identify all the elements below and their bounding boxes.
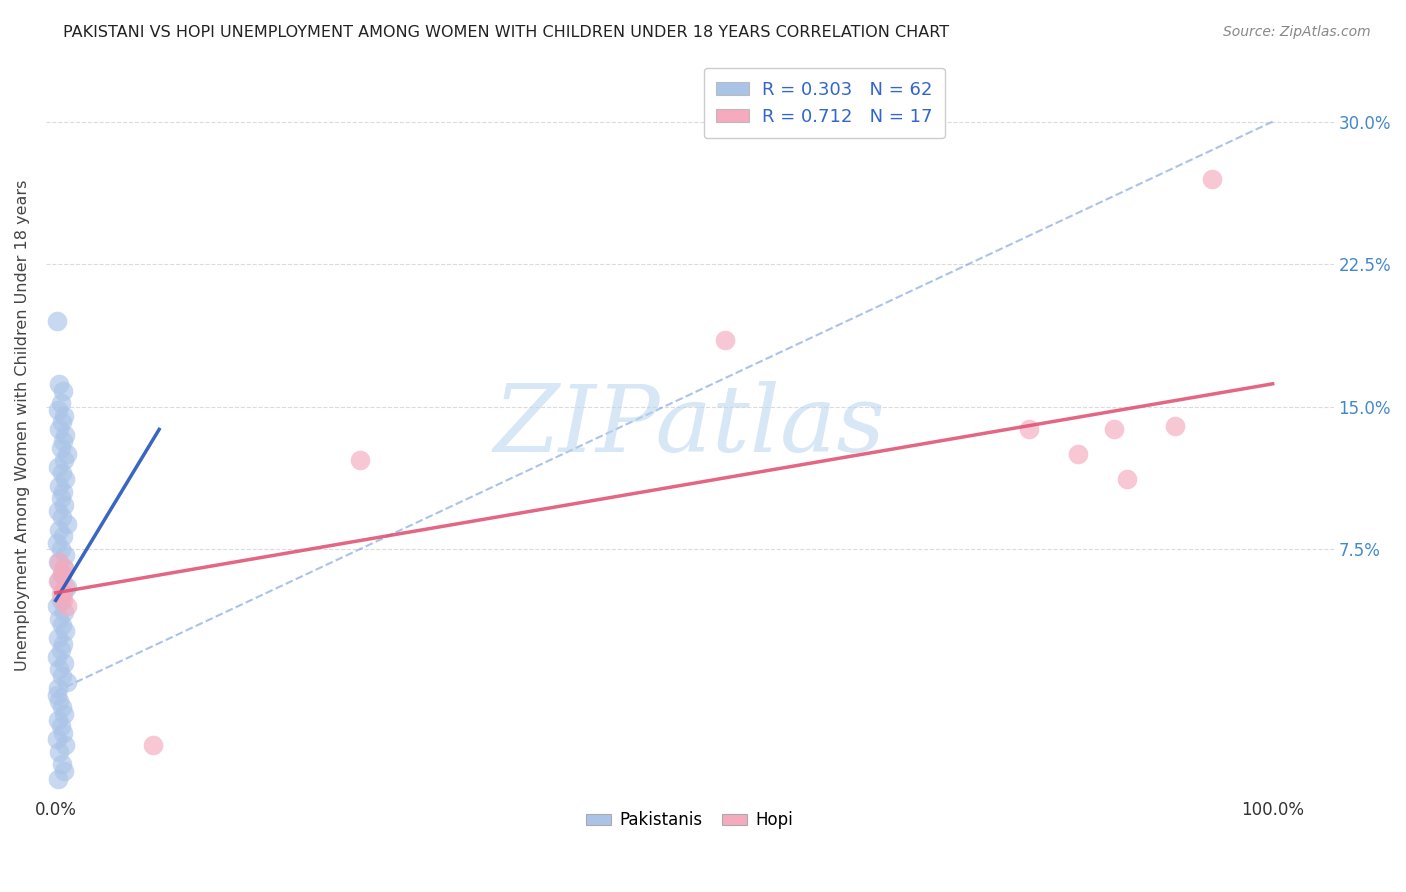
Point xyxy=(48,422,70,436)
Point xyxy=(49,593,72,607)
Point xyxy=(51,415,73,429)
Point xyxy=(49,542,72,557)
Point xyxy=(53,605,76,619)
Point xyxy=(49,586,72,600)
Point xyxy=(53,452,76,467)
Point xyxy=(46,772,69,786)
Point xyxy=(51,466,73,480)
Point xyxy=(55,624,77,638)
Point xyxy=(48,662,70,676)
Point xyxy=(55,599,77,613)
Point xyxy=(52,586,75,600)
Text: ZIPatlas: ZIPatlas xyxy=(494,381,886,471)
Point xyxy=(48,523,70,537)
Point xyxy=(48,694,70,708)
Point xyxy=(45,689,67,703)
Point xyxy=(51,669,73,683)
Point xyxy=(51,699,73,714)
Point xyxy=(1201,171,1223,186)
Point xyxy=(53,561,76,575)
Point xyxy=(45,314,67,328)
Legend: Pakistanis, Hopi: Pakistanis, Hopi xyxy=(579,805,800,836)
Point xyxy=(45,732,67,747)
Point xyxy=(51,566,73,581)
Point xyxy=(49,642,72,657)
Text: PAKISTANI VS HOPI UNEMPLOYMENT AMONG WOMEN WITH CHILDREN UNDER 18 YEARS CORRELAT: PAKISTANI VS HOPI UNEMPLOYMENT AMONG WOM… xyxy=(63,25,949,40)
Point xyxy=(52,637,75,651)
Point xyxy=(53,409,76,423)
Point xyxy=(52,726,75,740)
Point xyxy=(51,566,73,581)
Point xyxy=(55,580,77,594)
Point xyxy=(51,618,73,632)
Point xyxy=(48,612,70,626)
Point xyxy=(349,452,371,467)
Point xyxy=(49,442,72,456)
Point xyxy=(46,460,69,475)
Y-axis label: Unemployment Among Women with Children Under 18 years: Unemployment Among Women with Children U… xyxy=(15,180,30,672)
Text: Source: ZipAtlas.com: Source: ZipAtlas.com xyxy=(1223,25,1371,39)
Point xyxy=(1104,422,1126,436)
Point xyxy=(48,376,70,391)
Point xyxy=(55,738,77,752)
Point xyxy=(46,574,69,589)
Point xyxy=(49,396,72,410)
Point xyxy=(49,491,72,505)
Point xyxy=(52,384,75,399)
Point xyxy=(52,593,75,607)
Point xyxy=(1115,472,1137,486)
Point xyxy=(1164,418,1187,433)
Point xyxy=(55,548,77,562)
Point xyxy=(55,428,77,442)
Point xyxy=(55,580,77,594)
Point xyxy=(53,707,76,722)
Point xyxy=(53,656,76,670)
Point xyxy=(46,403,69,417)
Point xyxy=(46,713,69,727)
Point xyxy=(1018,422,1040,436)
Point xyxy=(48,555,70,569)
Point xyxy=(1067,447,1090,461)
Point xyxy=(51,756,73,771)
Point xyxy=(48,745,70,759)
Point xyxy=(46,632,69,646)
Point xyxy=(53,764,76,779)
Point xyxy=(52,485,75,500)
Point xyxy=(142,738,165,752)
Point xyxy=(52,529,75,543)
Point xyxy=(55,447,77,461)
Point xyxy=(55,675,77,690)
Point xyxy=(46,681,69,695)
Point xyxy=(45,536,67,550)
Point xyxy=(49,719,72,733)
Point xyxy=(55,472,77,486)
Point xyxy=(48,574,70,589)
Point xyxy=(52,434,75,448)
Point xyxy=(46,555,69,569)
Point xyxy=(53,561,76,575)
Point xyxy=(45,599,67,613)
Point xyxy=(55,517,77,532)
Point xyxy=(46,504,69,518)
Point xyxy=(53,499,76,513)
Point xyxy=(51,509,73,524)
Point xyxy=(714,333,737,347)
Point xyxy=(48,479,70,493)
Point xyxy=(45,650,67,665)
